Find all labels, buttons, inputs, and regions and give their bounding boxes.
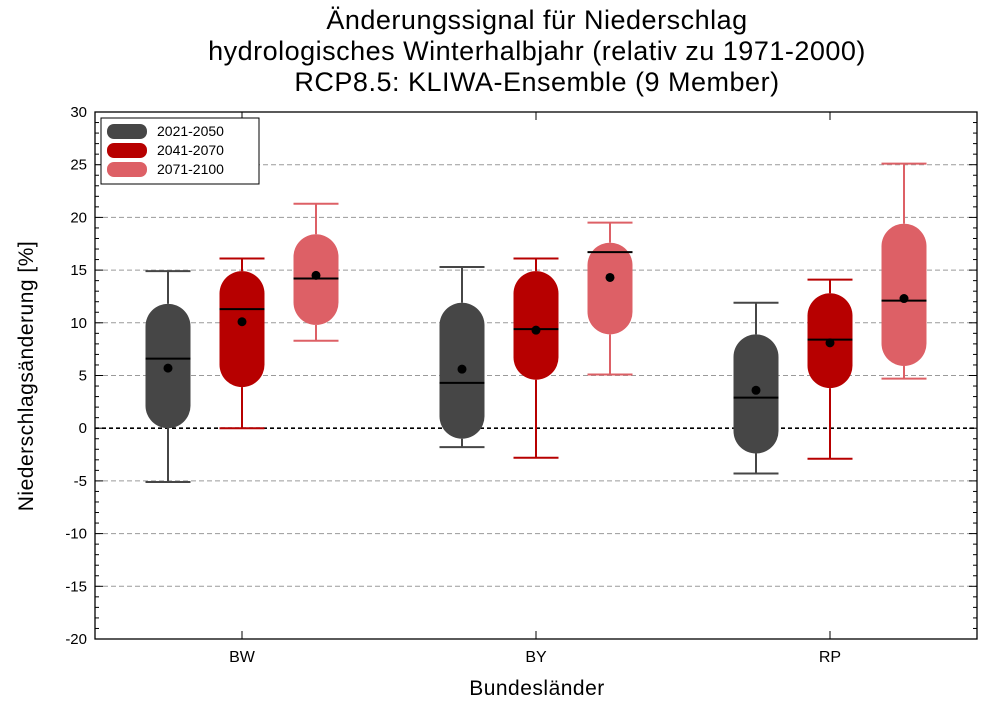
legend-swatch [107,162,147,177]
y-tick-label: 10 [70,315,87,332]
box-RP-2021-2050 [733,301,779,475]
mean-point [531,325,541,335]
y-tick-label: -15 [65,578,87,595]
box-BW-2071-2100 [293,202,339,342]
box-RP-2041-2070 [807,278,853,460]
title-line-1: Änderungssignal für Niederschlag [326,5,747,35]
title-line-3: RCP8.5: KLIWA-Ensemble (9 Member) [294,67,779,97]
mean-point [899,294,909,304]
legend-label: 2021-2050 [157,123,224,139]
mean-point [311,270,321,280]
box-BY-2021-2050 [439,265,485,449]
box-BY-2041-2070 [513,257,559,459]
y-tick-label: 20 [70,209,87,226]
y-tick-label: -5 [74,473,87,490]
box-body [587,242,633,335]
box-RP-2071-2100 [881,162,927,380]
mean-point [457,364,467,374]
x-tick-label: BY [525,649,547,666]
y-axis-label: Niederschlagsänderung [%] [15,241,38,512]
x-tick-label: BW [229,649,256,666]
plot-area: -20 -15 -10 -5 0 5 10 15 20 25 30 BW BY RP [65,104,978,666]
legend-swatch [107,143,147,158]
box-BW-2021-2050 [145,270,191,483]
x-axis-label: Bundesländer [469,677,605,700]
mean-point [825,338,835,348]
title-line-2: hydrologisches Winterhalbjahr (relativ z… [208,36,866,66]
legend: 2021-2050 2041-2070 2071-2100 [100,117,260,185]
y-tick-label: 30 [70,104,87,121]
box-BY-2071-2100 [587,221,633,376]
box-body [219,271,265,388]
y-tick-label: 15 [70,262,87,279]
legend-label: 2041-2070 [157,142,224,158]
mean-point [237,317,247,327]
legend-swatch [107,124,147,139]
y-tick-label: 25 [70,157,87,174]
mean-point [751,385,761,395]
mean-point [163,363,173,373]
box-BW-2041-2070 [219,257,265,430]
y-tick-label: -10 [65,526,87,543]
y-tick-label: 0 [79,420,87,437]
chart-title: Änderungssignal für Niederschlag hydrolo… [208,5,866,97]
y-tick-label: 5 [79,368,87,385]
legend-label: 2071-2100 [157,161,224,177]
box-body [513,271,559,380]
y-tick-label: -20 [65,631,87,648]
x-tick-label: RP [819,649,841,666]
mean-point [605,272,615,282]
